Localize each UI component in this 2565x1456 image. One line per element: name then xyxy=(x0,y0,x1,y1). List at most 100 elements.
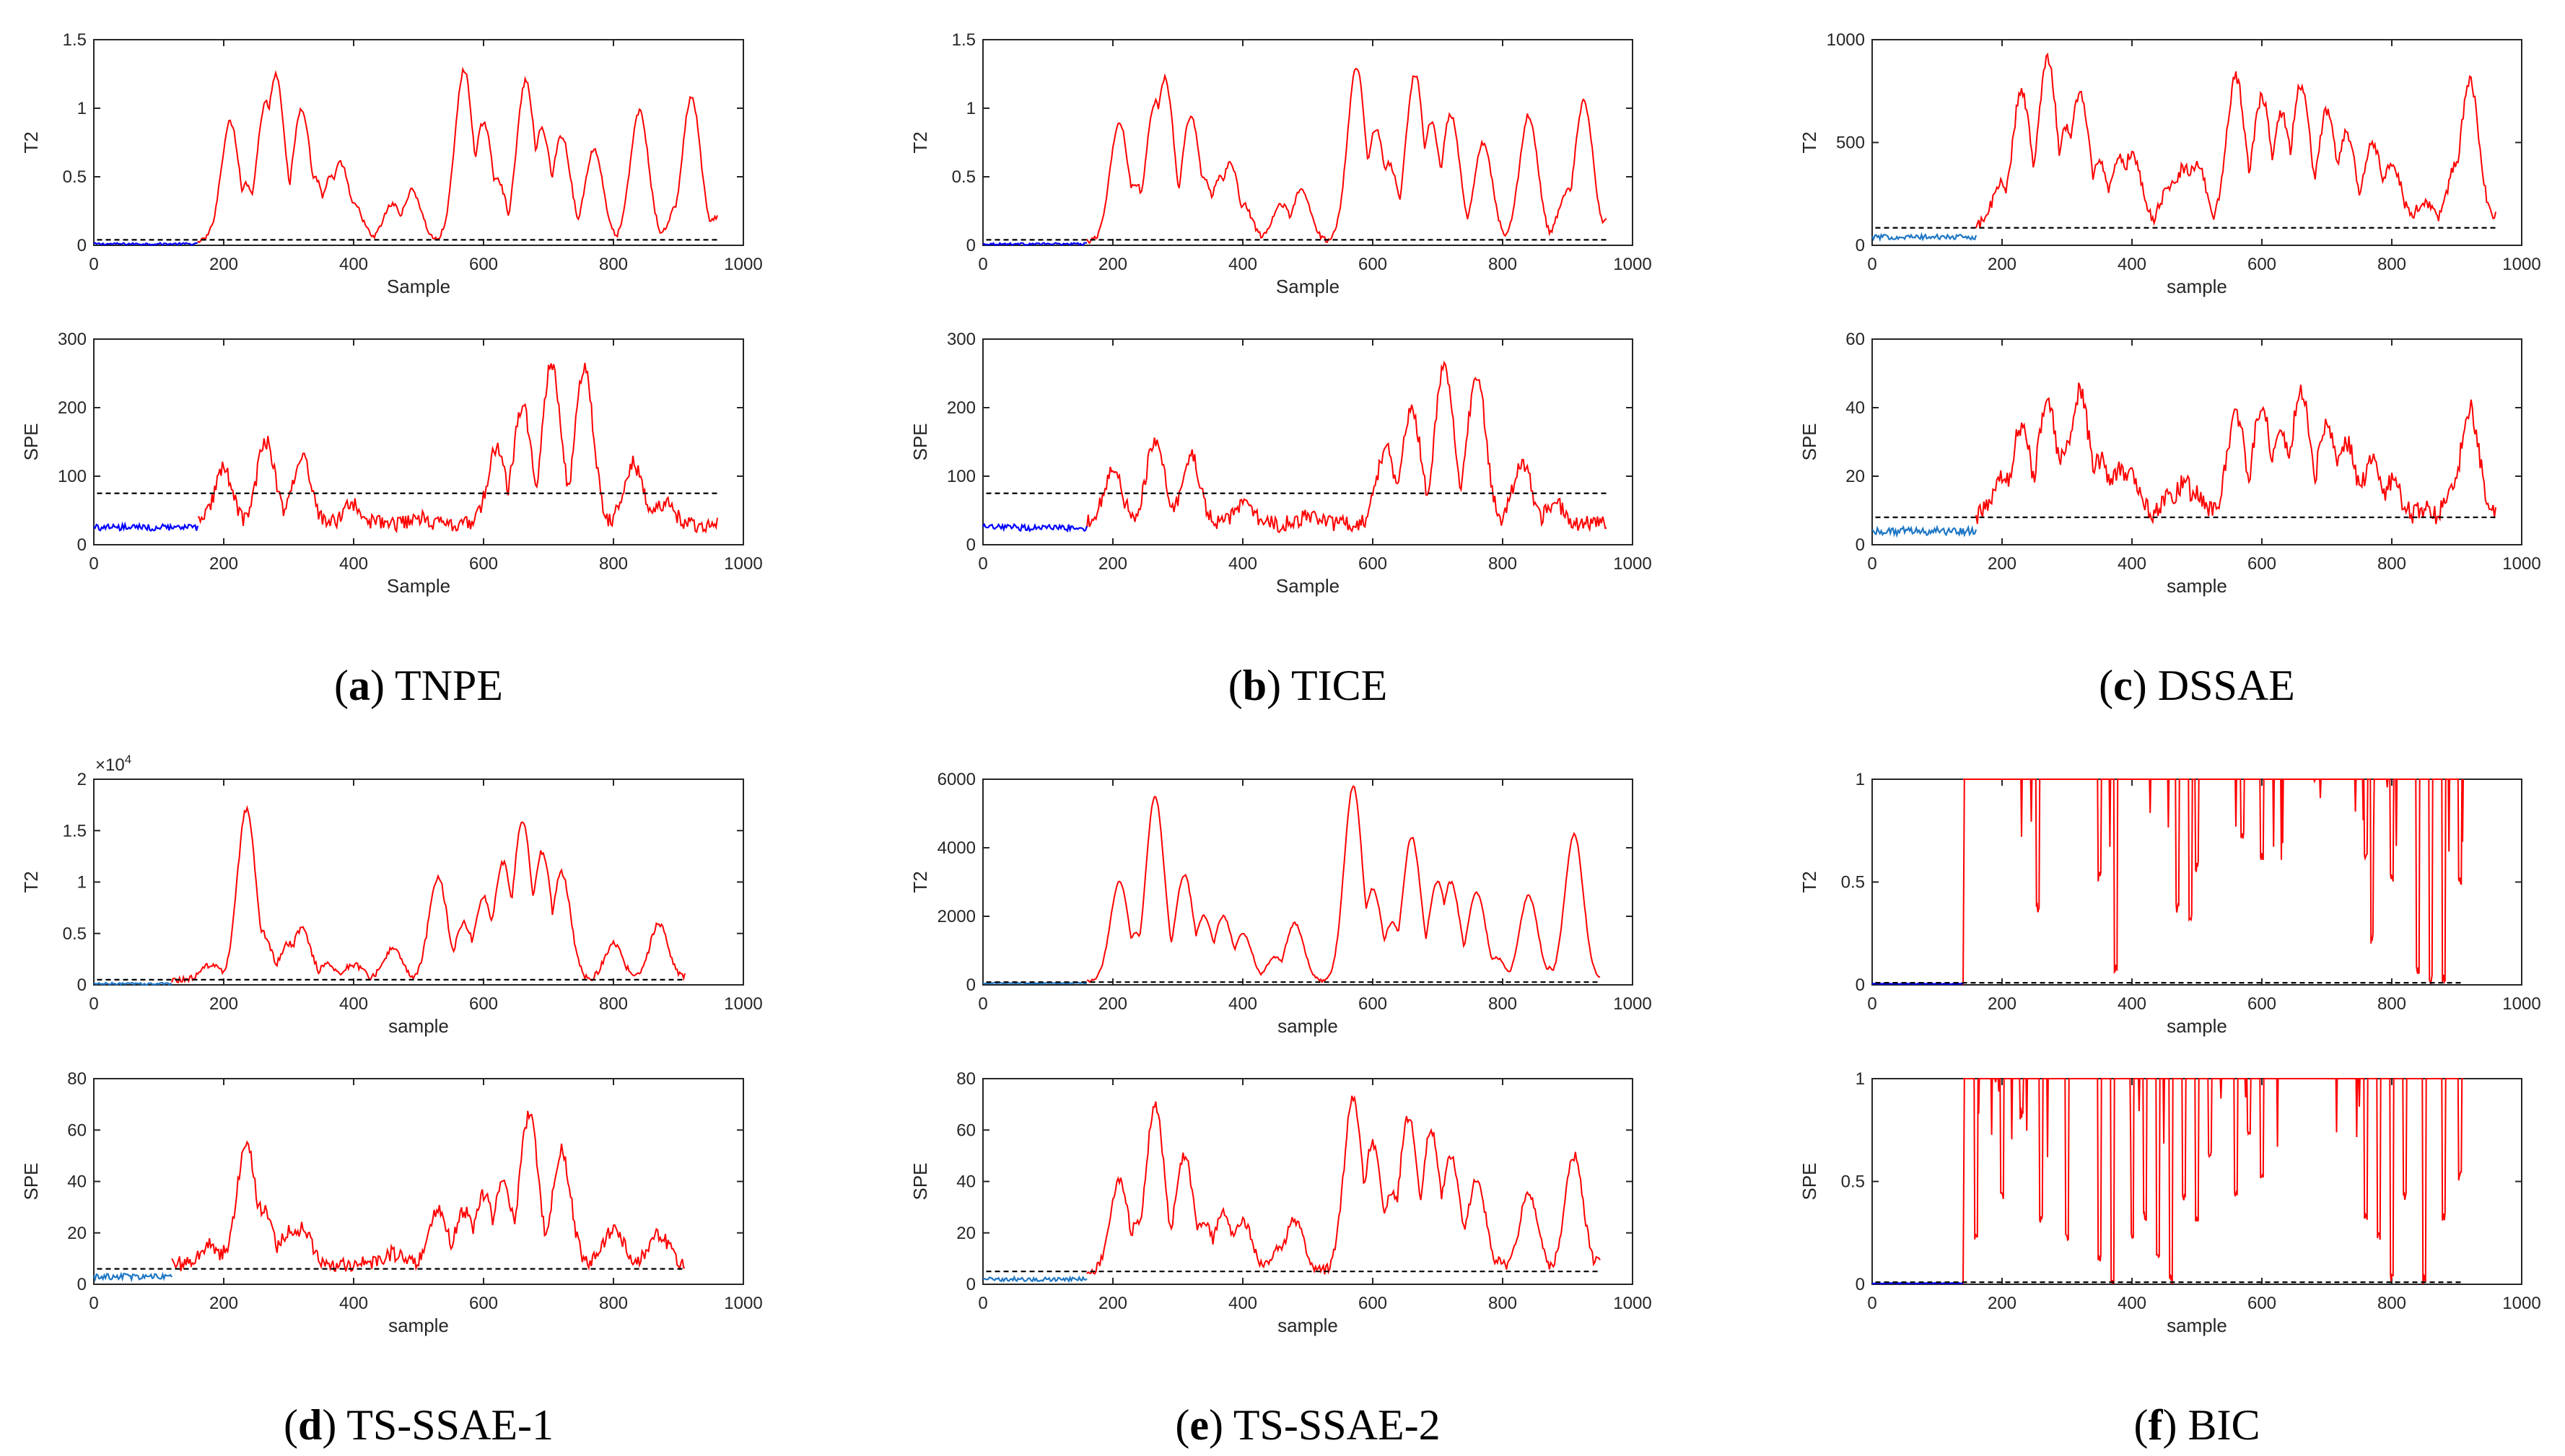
y-axis-label: SPE xyxy=(20,423,42,460)
x-tick-label: 800 xyxy=(599,994,628,1014)
series-normal-line xyxy=(93,521,199,532)
x-tick-label: 0 xyxy=(89,1294,98,1313)
series-normal-line xyxy=(982,1275,1088,1284)
y-tick-label: 1000 xyxy=(1827,30,1865,50)
y-tick-label: 40 xyxy=(67,1172,87,1192)
y-tick-label: 1 xyxy=(77,99,87,118)
series-normal-line xyxy=(1872,982,1964,986)
y-axis-label: T2 xyxy=(1799,871,1820,893)
x-axis-label: Sample xyxy=(387,276,450,297)
caption-method: TS-SSAE-2 xyxy=(1233,1401,1441,1449)
axes-box xyxy=(1871,779,2522,986)
series-fault-line xyxy=(171,804,686,983)
x-tick-label: 0 xyxy=(1867,255,1876,274)
panel-e-t2: 0 200 400 600 800 1000 0 2000 4000 6000 sample T2 xyxy=(909,770,1652,1037)
x-tick-label: 400 xyxy=(339,255,368,274)
x-tick-label: 600 xyxy=(469,255,498,274)
x-tick-label: 0 xyxy=(978,994,987,1014)
x-tick-label: 200 xyxy=(1988,554,2016,574)
y-tick-label: 300 xyxy=(58,330,87,349)
panel-f-spe: 0 200 400 600 800 1000 0 0.5 1 sample SPE xyxy=(1799,1069,2541,1336)
series-normal-line xyxy=(1871,1281,1964,1285)
x-tick-label: 1000 xyxy=(1613,994,1651,1014)
x-tick-label: 200 xyxy=(209,994,238,1014)
caption-letter: a xyxy=(349,662,370,709)
y-tick-label: 0 xyxy=(77,236,87,255)
series-fault-line xyxy=(1086,360,1607,534)
x-tick-label: 800 xyxy=(2377,1294,2406,1313)
y-tick-label: 0 xyxy=(966,1275,976,1294)
caption-d: (d) TS-SSAE-1 xyxy=(284,1401,554,1449)
y-tick-label: 1 xyxy=(77,873,87,893)
series-fault-line xyxy=(1086,67,1607,245)
y-tick-label: 0 xyxy=(1856,535,1865,555)
x-tick-label: 400 xyxy=(339,554,368,574)
axes-box xyxy=(93,338,744,545)
y-tick-label: 2000 xyxy=(938,907,976,926)
caption-paren-open: ( xyxy=(2099,662,2113,709)
y-tick-label: 0 xyxy=(77,535,87,555)
y-tick-label: 0 xyxy=(77,975,87,995)
x-tick-label: 400 xyxy=(2118,1294,2146,1313)
series-normal-line xyxy=(1871,525,1978,538)
x-tick-label: 600 xyxy=(469,554,498,574)
x-tick-label: 800 xyxy=(1488,255,1517,274)
y-exponent-label: ×104 xyxy=(95,753,131,775)
y-tick-label: 1.5 xyxy=(63,821,87,841)
x-tick-label: 600 xyxy=(2247,255,2276,274)
caption-f: (f) BIC xyxy=(2134,1401,2260,1449)
y-axis-label: SPE xyxy=(909,423,931,460)
panel-d-t2: 0 200 400 600 800 1000 0 0.5 1 1.5 2 sample T2 ×104 xyxy=(20,753,763,1037)
x-axis-label: sample xyxy=(1277,1315,1338,1336)
caption-method: TNPE xyxy=(395,662,503,709)
series-normal-line xyxy=(982,981,1088,985)
series-fault-line xyxy=(197,362,718,534)
x-tick-label: 800 xyxy=(2377,994,2406,1014)
y-tick-label: 20 xyxy=(1845,467,1865,486)
caption-paren-close: ) xyxy=(322,1401,346,1449)
x-axis-label: sample xyxy=(2167,1315,2227,1336)
axes-box xyxy=(1871,1078,2522,1285)
x-tick-label: 0 xyxy=(89,554,98,574)
x-tick-label: 1000 xyxy=(1613,1294,1651,1313)
caption-letter: f xyxy=(2148,1401,2163,1449)
y-tick-label: 0.5 xyxy=(63,167,87,187)
caption-paren-close: ) xyxy=(2133,662,2158,709)
y-axis-label: T2 xyxy=(909,871,931,893)
panel-d-spe: 0 200 400 600 800 1000 0 20 40 60 80 sample SPE xyxy=(20,1069,763,1336)
series-fault-line xyxy=(171,1110,686,1273)
x-axis-label: Sample xyxy=(1276,575,1340,597)
x-tick-label: 800 xyxy=(599,554,628,574)
x-axis-label: sample xyxy=(2167,575,2227,597)
series-normal-line xyxy=(1871,232,1978,242)
x-tick-label: 800 xyxy=(1488,994,1517,1014)
x-tick-label: 0 xyxy=(1867,554,1876,574)
series-normal-line xyxy=(92,1271,172,1283)
x-tick-label: 400 xyxy=(339,1294,368,1313)
y-tick-label: 1 xyxy=(1856,1069,1865,1089)
x-tick-label: 800 xyxy=(2377,554,2406,574)
y-tick-label: 0 xyxy=(77,1275,87,1294)
x-tick-label: 200 xyxy=(1098,554,1127,574)
axes-box xyxy=(1871,39,2522,246)
caption-letter: d xyxy=(298,1401,322,1449)
x-tick-label: 600 xyxy=(469,994,498,1014)
panel-e-spe: 0 200 400 600 800 1000 0 20 40 60 80 sample SPE xyxy=(909,1069,1652,1336)
caption-paren-close: ) xyxy=(1209,1401,1233,1449)
y-axis-label: T2 xyxy=(909,131,931,153)
panel-c-t2: 0 200 400 600 800 1000 0 500 1000 sample T2 xyxy=(1799,30,2541,297)
y-tick-label: 0 xyxy=(966,975,976,995)
caption-paren-open: ( xyxy=(1175,1401,1189,1449)
panel-f-t2: 0 200 400 600 800 1000 0 0.5 1 sample T2 xyxy=(1799,770,2541,1037)
caption-paren-open: ( xyxy=(334,662,349,709)
y-tick-label: 100 xyxy=(947,467,976,486)
y-tick-label: 0 xyxy=(1856,975,1865,995)
x-axis-label: sample xyxy=(2167,1015,2227,1037)
y-tick-label: 0 xyxy=(1856,1275,1865,1294)
caption-letter: c xyxy=(2113,662,2133,709)
series-fault-line xyxy=(1086,1095,1601,1275)
caption-e: (e) TS-SSAE-2 xyxy=(1175,1401,1440,1449)
y-tick-label: 60 xyxy=(67,1120,87,1140)
x-tick-label: 200 xyxy=(1098,1294,1127,1313)
